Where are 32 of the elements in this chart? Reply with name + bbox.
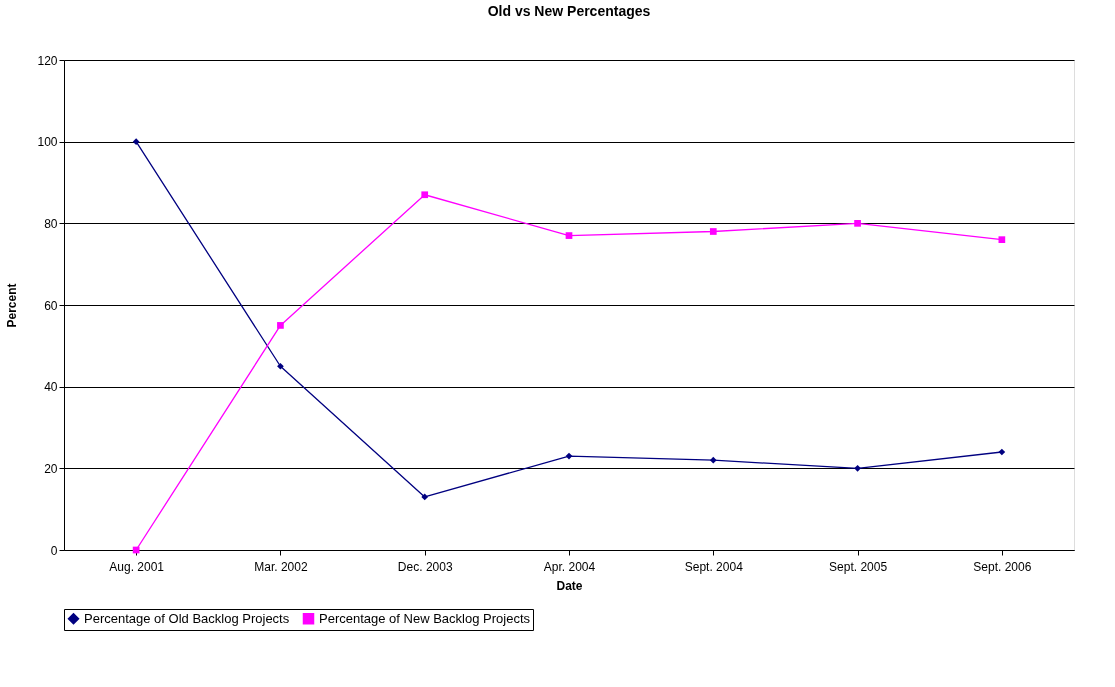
point <box>565 232 573 239</box>
point <box>709 456 717 464</box>
y-tick-label: 0 <box>50 543 58 558</box>
point <box>998 448 1006 456</box>
x-axis-title: Date <box>556 578 583 593</box>
x-tick-label: Mar. 2002 <box>254 559 308 574</box>
point <box>565 452 573 460</box>
point <box>277 362 284 370</box>
y-tick-label: 20 <box>44 461 58 476</box>
y-tick-label: 80 <box>44 216 58 231</box>
point <box>421 493 429 501</box>
point <box>854 219 861 227</box>
x-tick-label: Sept. 2005 <box>829 559 888 574</box>
y-tick-label: 100 <box>37 135 58 150</box>
point <box>277 322 284 329</box>
y-tick-label: 40 <box>44 380 58 395</box>
point <box>709 228 717 235</box>
x-tick-label: Aug. 2001 <box>109 559 165 574</box>
legend-label: Percentage of Old Backlog Projects <box>84 610 290 626</box>
point <box>132 138 140 146</box>
y-tick-label: 120 <box>37 53 58 68</box>
y-tick-label: 60 <box>44 298 58 313</box>
legend-label: Percentage of New Backlog Projects <box>319 610 531 626</box>
x-tick-label: Sept. 2006 <box>973 559 1032 574</box>
point <box>854 464 861 472</box>
x-tick-label: Sept. 2004 <box>684 559 744 574</box>
point <box>421 191 429 199</box>
y-axis-title: Percent <box>5 283 20 328</box>
chart-title: Old vs New Percentages <box>487 3 651 19</box>
x-tick-label: Dec. 2003 <box>397 559 453 574</box>
x-tick-label: Apr. 2004 <box>543 559 596 574</box>
point <box>998 236 1006 244</box>
